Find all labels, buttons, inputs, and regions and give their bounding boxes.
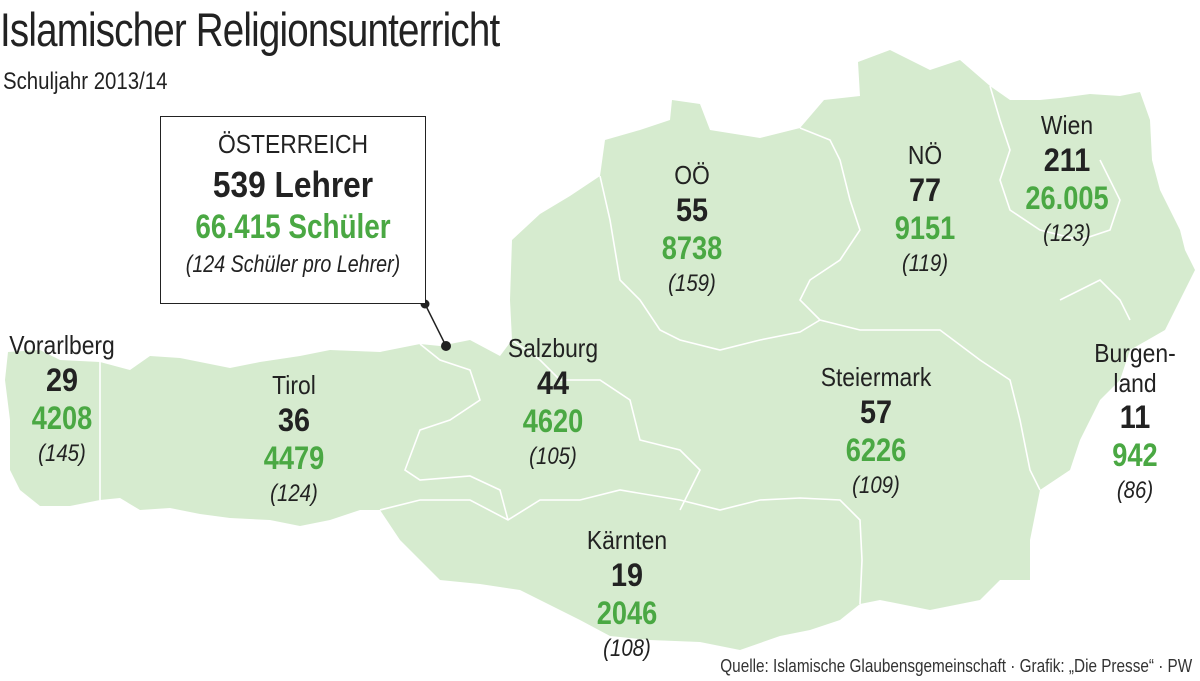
region-noe: NÖ 77 9151 (119)	[889, 140, 960, 281]
region-teachers: 44	[536, 365, 570, 401]
austria-total-box: ÖSTERREICH 539 Lehrer 66.415 Schüler (12…	[160, 116, 426, 304]
total-ratio: (124 Schüler pro Lehrer)	[185, 251, 401, 278]
region-teachers: 36	[277, 402, 311, 438]
region-students: 4620	[522, 403, 584, 439]
region-vorarlberg: Vorarlberg 29 4208 (145)	[2, 330, 122, 471]
page-title: Islamischer Religionsunterricht	[0, 3, 500, 56]
region-ooe: OÖ 55 8738 (159)	[656, 160, 727, 301]
region-ratio: (123)	[1043, 220, 1091, 247]
region-name-line2: land	[1113, 368, 1157, 398]
region-teachers: 77	[908, 172, 942, 208]
region-tirol: Tirol 36 4479 (124)	[258, 370, 329, 511]
leader-line	[424, 303, 447, 347]
region-ratio: (86)	[1116, 477, 1154, 504]
region-ratio: (108)	[603, 635, 651, 662]
region-steiermark: Steiermark 57 6226 (109)	[813, 362, 939, 503]
region-name: Tirol	[272, 370, 316, 400]
region-ratio: (105)	[529, 443, 577, 470]
region-teachers: 19	[610, 557, 644, 593]
region-name: NÖ	[907, 140, 943, 170]
region-name: Wien	[1040, 110, 1094, 140]
region-name: Burgen-	[1094, 338, 1176, 368]
region-students: 942	[1112, 437, 1158, 473]
region-teachers: 57	[859, 394, 893, 430]
region-teachers: 55	[675, 192, 709, 228]
page-subtitle: Schuljahr 2013/14	[3, 68, 168, 95]
total-students: 66.415 Schüler	[195, 208, 391, 246]
region-students: 4208	[31, 400, 93, 436]
region-burgenland: Burgen- land 11 942 (86)	[1089, 338, 1182, 508]
region-students: 8738	[661, 230, 723, 266]
region-students: 4479	[263, 440, 325, 476]
region-ratio: (145)	[38, 440, 86, 467]
region-ratio: (124)	[270, 480, 318, 507]
region-name: Vorarlberg	[9, 330, 115, 360]
region-name: Kärnten	[586, 525, 668, 555]
region-wien: Wien 211 26.005 (123)	[1018, 110, 1116, 251]
region-teachers: 11	[1119, 399, 1151, 435]
austria-shape	[5, 50, 1195, 650]
region-students: 6226	[845, 432, 907, 468]
state-borders	[99, 85, 1131, 605]
region-salzburg: Salzburg 44 4620 (105)	[502, 333, 605, 474]
region-students: 26.005	[1025, 180, 1109, 216]
region-kaernten: Kärnten 19 2046 (108)	[581, 525, 672, 666]
region-teachers: 211	[1043, 142, 1091, 178]
source-credit: Quelle: Islamische Glaubensgemeinschaft …	[720, 656, 1192, 676]
total-label: ÖSTERREICH	[217, 129, 369, 159]
region-students: 9151	[894, 210, 956, 246]
region-ratio: (119)	[901, 250, 949, 277]
region-name: Salzburg	[507, 333, 599, 363]
leader-dot-bottom	[441, 341, 451, 351]
total-teachers: 539 Lehrer	[212, 164, 374, 205]
region-ratio: (159)	[668, 270, 716, 297]
region-ratio: (109)	[852, 472, 900, 499]
region-teachers: 29	[45, 362, 79, 398]
region-students: 2046	[596, 595, 658, 631]
region-name: Steiermark	[820, 362, 932, 392]
region-name: OÖ	[674, 160, 710, 190]
